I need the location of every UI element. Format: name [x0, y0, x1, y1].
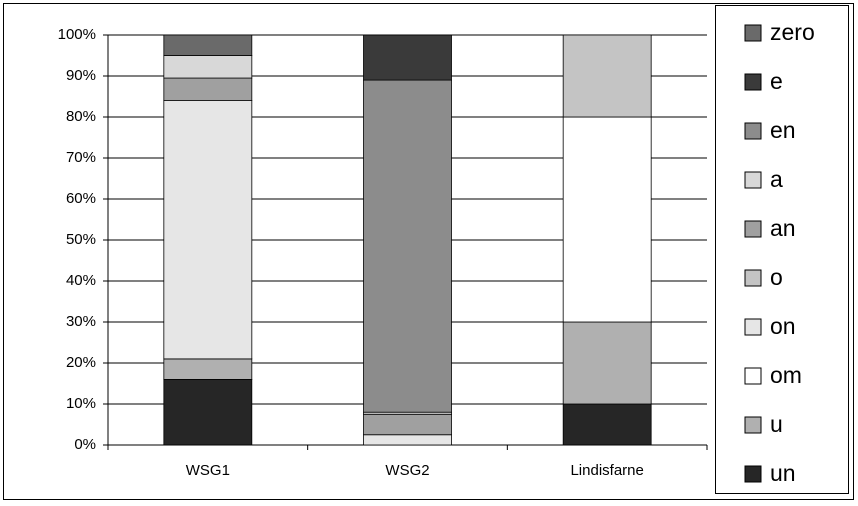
bar-segment — [562, 34, 652, 118]
bar-segment — [163, 100, 253, 360]
y-tick-label: 80% — [66, 108, 96, 125]
bar-segment — [363, 34, 452, 81]
legend-label: zero — [770, 19, 815, 45]
legend-swatch — [744, 24, 762, 42]
y-tick-label: 40% — [66, 272, 96, 289]
legend-label: o — [770, 264, 783, 290]
legend-swatch — [744, 269, 762, 287]
x-tick-label: WSG1 — [186, 462, 230, 479]
bar-segment — [163, 378, 253, 446]
bar-segment — [562, 403, 652, 446]
y-tick-label: 70% — [66, 149, 96, 166]
legend-label: e — [770, 68, 783, 94]
bar-segment — [363, 413, 452, 436]
y-tick-label: 50% — [66, 231, 96, 248]
legend-swatch — [744, 367, 762, 385]
legend-swatch — [744, 220, 762, 238]
legend-label: om — [770, 362, 802, 388]
y-tick-label: 20% — [66, 354, 96, 371]
y-tick-label: 10% — [66, 395, 96, 412]
bar-segment — [163, 358, 253, 380]
legend-swatch — [744, 171, 762, 189]
legend-box — [715, 5, 849, 494]
x-tick-label: WSG2 — [385, 462, 429, 479]
bar-segment — [562, 321, 652, 405]
y-tick-label: 60% — [66, 190, 96, 207]
legend-label: a — [770, 166, 783, 192]
legend-label: u — [770, 411, 783, 437]
bar-segment — [163, 77, 253, 102]
legend-swatch — [744, 465, 762, 483]
bar-segment — [163, 34, 253, 56]
bar-segment — [363, 79, 452, 413]
y-tick-label: 90% — [66, 67, 96, 84]
bar-segment — [562, 116, 652, 323]
legend-swatch — [744, 416, 762, 434]
legend-label: on — [770, 313, 796, 339]
legend-label: en — [770, 117, 796, 143]
y-tick-label: 0% — [74, 436, 96, 453]
y-tick-label: 100% — [58, 26, 96, 43]
legend-swatch — [744, 318, 762, 336]
y-tick-label: 30% — [66, 313, 96, 330]
legend-swatch — [744, 73, 762, 91]
legend-label: an — [770, 215, 796, 241]
x-tick-label: Lindisfarne — [570, 462, 643, 479]
bar-segment — [363, 434, 452, 446]
legend-label: un — [770, 460, 796, 486]
legend-swatch — [744, 122, 762, 140]
bar-segment — [163, 55, 253, 79]
